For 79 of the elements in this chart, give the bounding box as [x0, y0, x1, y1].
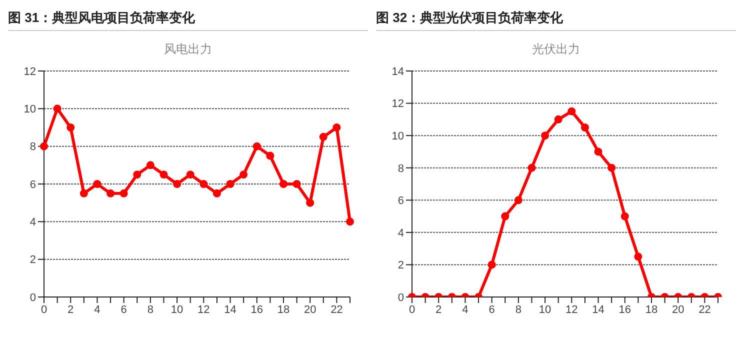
point: [554, 115, 562, 124]
point: [306, 198, 314, 207]
x-tick-label: 14: [592, 304, 604, 316]
point: [212, 189, 221, 198]
x-tick-label: 6: [120, 304, 127, 316]
y-tick-label: 10: [24, 104, 36, 116]
x-tick-label: 4: [94, 304, 100, 316]
point: [580, 124, 589, 132]
point: [501, 212, 510, 220]
chart-title: 图 32：典型光伏项目负荷率变化: [376, 8, 736, 31]
point: [80, 189, 88, 198]
y-tick-label: 10: [392, 130, 404, 142]
point: [528, 164, 536, 172]
x-tick-label: 2: [436, 304, 442, 316]
x-tick-label: 20: [304, 304, 316, 316]
x-tick-label: 0: [40, 304, 48, 316]
x-tick-label: 12: [198, 304, 210, 316]
point: [488, 260, 496, 269]
point: [120, 189, 128, 198]
x-tick-label: 18: [277, 304, 290, 316]
x-tick-label: 16: [250, 304, 263, 316]
point: [514, 196, 522, 204]
x-tick-label: 8: [147, 304, 154, 316]
point: [106, 189, 115, 198]
x-tick-label: 18: [645, 304, 658, 316]
point: [186, 170, 194, 179]
point: [634, 252, 642, 261]
point: [93, 180, 102, 188]
y-tick-label: 4: [30, 216, 36, 229]
y-tick-label: 8: [30, 141, 36, 154]
y-tick-label: 12: [392, 98, 404, 110]
x-tick-label: 20: [672, 304, 684, 316]
point: [160, 170, 168, 179]
point: [620, 212, 629, 220]
y-tick-label: 6: [398, 195, 404, 208]
point: [146, 161, 154, 170]
x-tick-label: 8: [515, 304, 522, 316]
y-tick-label: 8: [398, 162, 404, 175]
x-tick-label: 14: [224, 304, 236, 316]
chart-subtitle: 光伏出力: [531, 41, 581, 57]
point: [252, 142, 261, 150]
point: [319, 132, 328, 141]
chart-title: 图 31：典型风电项目负荷率变化: [8, 8, 368, 31]
y-tick-label: 0: [30, 292, 36, 304]
point: [568, 107, 576, 116]
y-tick-label: 4: [398, 227, 404, 240]
point: [266, 152, 274, 160]
x-tick-label: 10: [170, 304, 184, 316]
point: [40, 142, 48, 150]
point: [66, 124, 75, 132]
x-tick-label: 10: [538, 304, 552, 316]
point: [200, 180, 208, 188]
point: [53, 104, 62, 113]
chart-subtitle: 风电出力: [163, 41, 213, 57]
x-tick-label: 22: [330, 304, 343, 316]
point: [279, 180, 288, 188]
x-tick-label: 0: [408, 304, 416, 316]
point: [541, 132, 550, 140]
point: [608, 164, 616, 172]
y-tick-label: 2: [398, 260, 404, 272]
point: [226, 180, 234, 188]
x-tick-label: 6: [488, 304, 495, 316]
y-tick-label: 0: [398, 292, 404, 304]
x-tick-label: 16: [618, 304, 631, 316]
y-tick-label: 14: [392, 66, 404, 78]
y-tick-label: 2: [30, 254, 36, 266]
x-tick-label: 12: [566, 304, 578, 316]
point: [594, 148, 602, 156]
point: [332, 124, 341, 132]
x-tick-label: 22: [698, 304, 711, 316]
point: [292, 180, 301, 188]
y-tick-label: 12: [24, 66, 36, 78]
point: [173, 180, 182, 188]
point: [346, 218, 354, 226]
point: [240, 170, 248, 179]
point: [133, 170, 142, 179]
y-tick-label: 6: [30, 178, 36, 191]
x-tick-label: 4: [462, 304, 468, 316]
x-tick-label: 2: [68, 304, 74, 316]
